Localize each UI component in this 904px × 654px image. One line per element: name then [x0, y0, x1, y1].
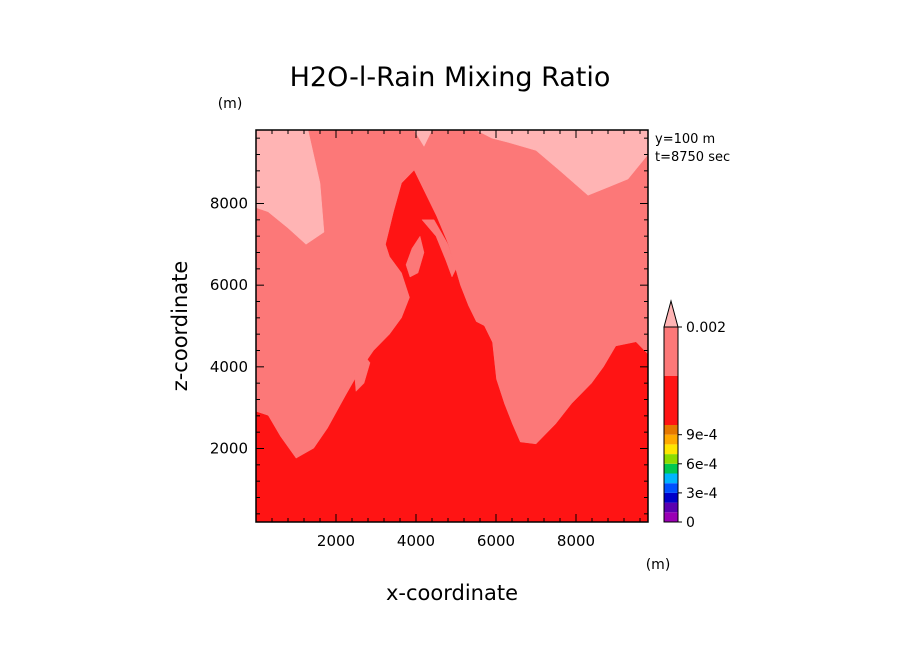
y-tick-label: 6000 [210, 276, 248, 294]
x-tick-label: 6000 [477, 532, 515, 550]
colorbar-band [664, 434, 678, 445]
annotation-y-position: y=100 m [655, 132, 715, 147]
colorbar-band [664, 444, 678, 455]
contour-region-4 [405, 235, 425, 278]
contour-region-2 [353, 352, 371, 392]
chart-title: H2O-l-Rain Mixing Ratio [290, 62, 611, 93]
contour-region-0 [256, 170, 648, 522]
annotation-time: t=8750 sec [655, 150, 730, 165]
x-unit-label: (m) [646, 557, 671, 573]
colorbar-band [664, 512, 678, 522]
colorbar-label: 0 [686, 515, 695, 531]
x-tick-label: 8000 [557, 532, 595, 550]
colorbar-label: 0.002 [686, 320, 726, 336]
colorbar-band [664, 463, 678, 474]
colorbar-band [664, 483, 678, 493]
y-tick-label: 2000 [210, 440, 248, 458]
plot-area [256, 130, 648, 522]
colorbar-frame [663, 326, 679, 523]
contour-region-7 [413, 130, 433, 147]
colorbar-label: 6e-4 [686, 457, 718, 473]
contour-region-5 [256, 130, 325, 245]
contour-region-6 [475, 130, 648, 196]
colorbar-band [664, 473, 678, 484]
axis-ticks: 2000 4000 6000 8000 2000 4000 6000 8000 [210, 130, 648, 550]
colorbar-label: 9e-4 [686, 428, 718, 444]
colorbar-band [664, 376, 678, 425]
colorbar-band [664, 454, 678, 464]
colorbar-extend-arrow [663, 299, 679, 328]
colorbar-band [664, 327, 678, 376]
colorbar-band [664, 492, 678, 503]
colorbar-label: 3e-4 [686, 486, 718, 502]
y-tick-label: 8000 [210, 195, 248, 213]
x-tick-label: 4000 [397, 532, 435, 550]
contour-region-3 [421, 219, 457, 278]
colorbar-band [664, 502, 678, 513]
x-axis-label: x-coordinate [386, 581, 518, 605]
y-tick-label: 4000 [210, 358, 248, 376]
colorbar-band [664, 425, 678, 435]
plot-frame [255, 129, 649, 523]
contour-region-1 [297, 395, 323, 437]
y-axis-label: z-coordinate [168, 261, 192, 392]
x-tick-label: 2000 [317, 532, 355, 550]
colorbar: 0 3e-4 6e-4 9e-4 0.002 [663, 299, 726, 531]
y-unit-label: (m) [218, 96, 243, 112]
